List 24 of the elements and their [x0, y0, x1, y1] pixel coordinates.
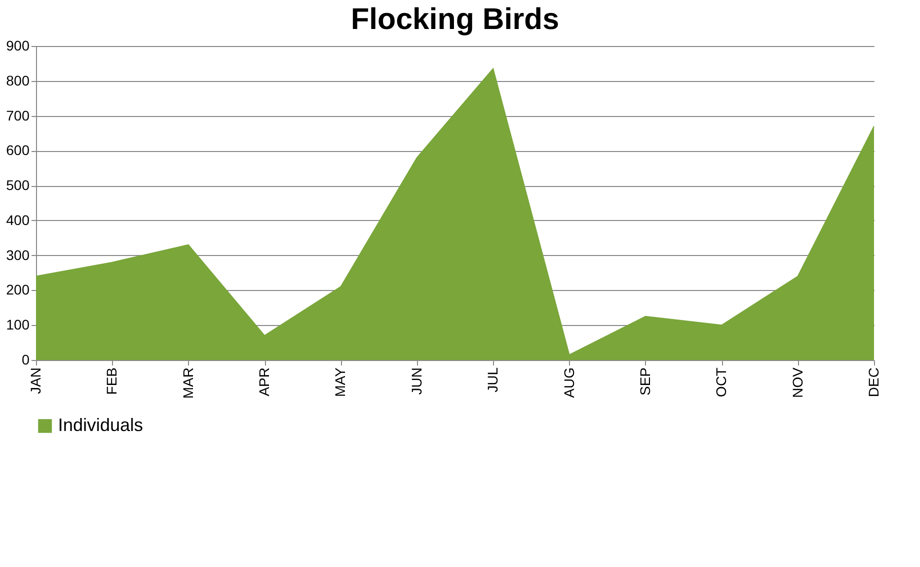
- y-tick-label: 700: [6, 107, 30, 124]
- chart-title: Flocking Birds: [350, 3, 560, 36]
- x-tick-label: OCT: [713, 367, 730, 398]
- x-tick-label: JAN: [28, 368, 44, 394]
- y-tick-label: 800: [6, 72, 30, 88]
- x-tick-label: JUN: [408, 368, 424, 395]
- x-tick-label: DEC: [866, 368, 882, 398]
- x-tick-label: AUG: [560, 368, 577, 398]
- y-tick-label: 300: [6, 246, 30, 263]
- y-tick-label: 500: [6, 177, 30, 194]
- y-tick-label: 200: [6, 282, 30, 298]
- y-tick-label: 100: [6, 316, 30, 333]
- x-tick-label: FEB: [104, 368, 120, 395]
- x-tick-label: SEP: [636, 368, 653, 396]
- y-tick-label: 0: [22, 352, 30, 368]
- x-tick-label: APR: [256, 368, 272, 396]
- legend-label: Individuals: [58, 415, 144, 435]
- y-tick-label: 600: [6, 142, 30, 158]
- y-tick-label: 400: [6, 212, 30, 228]
- x-tick-label: NOV: [789, 366, 806, 398]
- x-tick-label: MAY: [332, 366, 348, 397]
- x-tick-label: MAR: [180, 368, 196, 399]
- y-tick-label: 900: [6, 38, 30, 54]
- x-tick-label: JUL: [484, 367, 501, 392]
